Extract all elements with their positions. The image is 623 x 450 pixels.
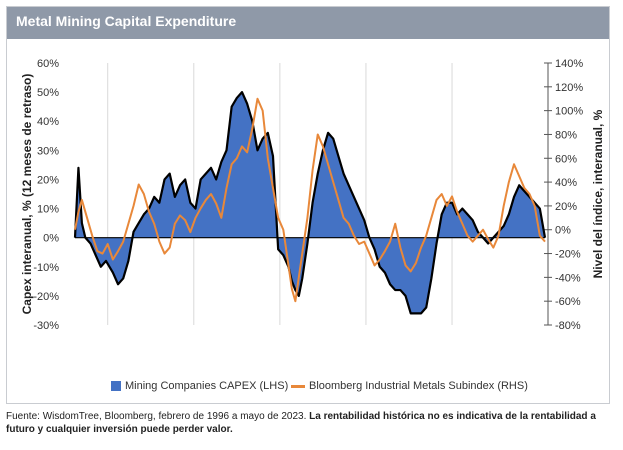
left-tick-label: -10%: [33, 262, 59, 274]
left-tick-label: 60%: [37, 58, 59, 70]
legend-item-capex: Mining Companies CAPEX (LHS): [111, 380, 288, 392]
metals-line: [74, 97, 546, 303]
capex-outline: [73, 91, 547, 315]
right-tick-label: 60%: [555, 153, 577, 165]
left-tick-label: 0%: [43, 233, 59, 245]
right-tick-label: -80%: [555, 320, 581, 332]
left-tick-label: 50%: [37, 87, 59, 99]
footnote-source: Fuente: WisdomTree, Bloomberg, febrero d…: [6, 411, 307, 422]
right-tick-label: 40%: [555, 177, 577, 189]
left-tick-label: 10%: [37, 204, 59, 216]
chart-header: Metal Mining Capital Expenditure: [7, 7, 609, 39]
left-tick-label: -20%: [33, 291, 59, 303]
legend-swatch-capex: [111, 381, 121, 391]
legend-swatch-metals: [291, 384, 305, 388]
left-tick-label: 30%: [37, 145, 59, 157]
left-tick-label: -30%: [33, 320, 59, 332]
chart-panel: Metal Mining Capital Expenditure 60% 50% 4…: [6, 6, 610, 404]
right-tick-label: 120%: [555, 82, 583, 94]
footnote: Fuente: WisdomTree, Bloomberg, febrero d…: [6, 410, 616, 436]
chart-legend: Mining Companies CAPEX (LHS) Bloomberg I…: [7, 377, 609, 397]
right-tick-label: 140%: [555, 58, 583, 70]
right-tick-label: 0%: [555, 225, 571, 237]
right-tick-label: -20%: [555, 249, 581, 261]
right-tick-label: 20%: [555, 201, 577, 213]
legend-label-metals: Bloomberg Industrial Metals Subindex (RH…: [309, 380, 528, 392]
right-tick-label: -60%: [555, 296, 581, 308]
left-tick-label: 20%: [37, 174, 59, 186]
chart-svg: 60% 50% 40% 30% 20% 10% 0% -10% -20% -30% 140% 120%…: [20, 58, 605, 332]
footnote-disclaimer: La rentabilidad histórica no es indicati…: [6, 411, 596, 435]
right-tick-label: -40%: [555, 272, 581, 284]
y-axis-title-right: Nivel del índice, interanual, %: [591, 109, 605, 278]
legend-label-capex: Mining Companies CAPEX (LHS): [125, 380, 289, 392]
right-tick-label: 80%: [555, 129, 577, 141]
right-tick-label: 100%: [555, 106, 583, 118]
capex-area: [75, 92, 545, 314]
legend-item-metals: Bloomberg Industrial Metals Subindex (RH…: [291, 380, 528, 392]
left-tick-label: 40%: [37, 116, 59, 128]
y-axis-title-left: Capex interanual, % (12 meses de retraso…: [20, 74, 34, 315]
chart-title: Metal Mining Capital Expenditure: [16, 13, 237, 29]
